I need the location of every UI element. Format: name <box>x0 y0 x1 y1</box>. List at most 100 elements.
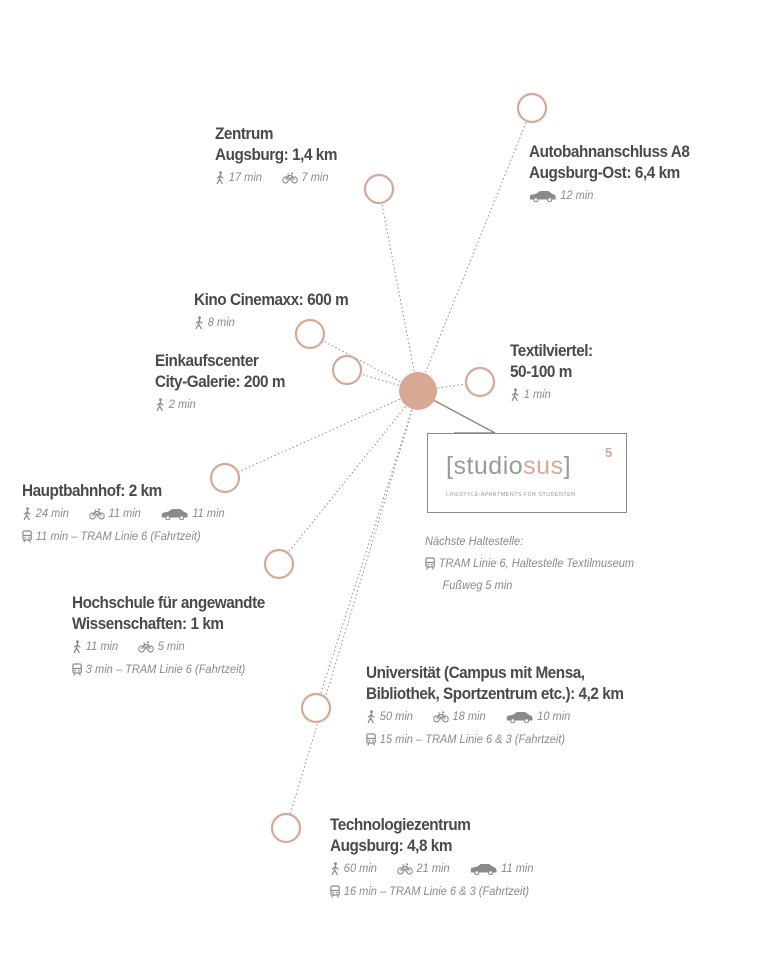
logo-superscript: 5 <box>605 445 613 460</box>
travel-time-value: 24 min <box>35 506 69 520</box>
travel-time: 11 min <box>72 639 118 654</box>
location-title-line: Einkaufscenter <box>155 351 259 370</box>
car-icon <box>470 863 498 875</box>
travel-times-row: 3 min – TRAM Linie 6 (Fahrtzeit) <box>72 662 269 677</box>
bike-icon <box>138 640 155 653</box>
travel-times-row: 50 min 18 min 10 min <box>366 709 629 724</box>
travel-time: 12 min <box>529 188 593 203</box>
node-uni <box>300 692 332 724</box>
travel-time-value: 11 min – TRAM Linie 6 (Fahrtzeit) <box>35 529 201 543</box>
travel-time: 11 min <box>161 506 225 521</box>
location-title-line: Technologiezentrum <box>330 815 471 834</box>
connector-autobahn <box>417 107 533 392</box>
travel-time-value: 11 min <box>108 506 141 520</box>
travel-time-value: 1 min <box>523 387 551 401</box>
location-title-line: Hochschule für angewandte <box>72 593 265 612</box>
bike-icon <box>282 171 298 184</box>
connector-techno <box>285 390 419 829</box>
travel-times-row: 8 min <box>194 315 352 330</box>
logo-wordmark: [studiosus] <box>446 452 572 480</box>
location-techno: Technologiezentrum Augsburg: 4,8 km 60 min… <box>330 814 551 899</box>
travel-time-value: 16 min – TRAM Linie 6 & 3 (Fahrtzeit) <box>343 884 530 898</box>
location-uni: Universität (Campus mit Mensa, Bibliothek… <box>366 662 652 747</box>
travel-time: 2 min <box>155 397 196 412</box>
travel-time-value: 10 min <box>537 709 571 723</box>
location-title-line: Zentrum <box>215 124 274 143</box>
travel-time: 11 min <box>89 506 141 521</box>
bike-icon <box>397 862 413 875</box>
stop-heading: Nächste Haltestelle: <box>425 534 524 548</box>
logo-tagline: LIFESTYLE-APARTMENTS FÜR STUDENTEN <box>446 492 576 498</box>
walk-icon <box>510 388 520 401</box>
walk-icon <box>194 316 204 329</box>
travel-times-row: 15 min – TRAM Linie 6 & 3 (Fahrtzeit) <box>366 732 629 747</box>
callout-pointer <box>423 394 496 434</box>
travel-time-value: 11 min <box>85 639 119 653</box>
location-title-line: Augsburg-Ost: 6,4 km <box>529 163 680 182</box>
tram-icon <box>72 663 82 676</box>
travel-time-value: 8 min <box>207 315 235 329</box>
travel-time-value: 21 min <box>416 861 450 875</box>
travel-times-row: 12 min <box>529 188 693 203</box>
walk-icon <box>22 507 32 520</box>
studiosus-logo: [studiosus] 5 LIFESTYLE-APARTMENTS FÜR S… <box>427 433 627 513</box>
travel-time: 11 min <box>470 861 534 876</box>
travel-time-value: 12 min <box>560 188 594 202</box>
car-icon <box>529 190 557 202</box>
node-zentrum <box>363 173 395 205</box>
travel-times-row: 16 min – TRAM Linie 6 & 3 (Fahrtzeit) <box>330 884 534 899</box>
travel-time: 21 min <box>397 861 450 876</box>
center-node-studiosus <box>399 372 437 410</box>
location-title-line: Textilviertel: <box>510 341 593 360</box>
travel-time: 17 min <box>215 170 262 185</box>
car-icon <box>161 508 189 520</box>
travel-time-value: 5 min <box>157 639 185 653</box>
node-bahnhof <box>209 462 241 494</box>
node-kino <box>294 318 326 350</box>
bike-icon <box>89 507 105 520</box>
location-title-line: Universität (Campus mit Mensa, <box>366 663 585 682</box>
location-title-line: Hauptbahnhof: 2 km <box>22 481 162 500</box>
connector-kino <box>309 333 419 392</box>
location-zentrum: Zentrum Augsburg: 1,4 km 17 min 7 min <box>215 123 351 185</box>
travel-times-row: 60 min 21 min 11 min <box>330 861 534 876</box>
travel-time-value: 11 min <box>501 861 534 875</box>
location-kino: Kino Cinemaxx: 600 m 8 min <box>194 289 365 330</box>
car-icon <box>506 711 534 723</box>
location-autobahn: Autobahnanschluss A8 Augsburg-Ost: 6,4 km… <box>529 141 707 203</box>
location-textil: Textilviertel: 50-100 m 1 min <box>510 340 602 402</box>
connector-bahnhof <box>224 390 419 479</box>
travel-time: 15 min – TRAM Linie 6 & 3 (Fahrtzeit) <box>366 732 565 747</box>
node-einkauf <box>331 354 363 386</box>
travel-time-value: 18 min <box>452 709 486 723</box>
travel-times-row: 24 min 11 min 11 min <box>22 506 225 521</box>
travel-time: 24 min <box>22 506 69 521</box>
travel-time: 60 min <box>330 861 377 876</box>
nearest-stop-info: Nächste Haltestelle: TRAM Linie 6, Halte… <box>425 530 634 596</box>
location-bahnhof: Hauptbahnhof: 2 km 24 min 11 min 11 min 11 m… <box>22 480 242 544</box>
location-title-line: Autobahnanschluss A8 <box>529 142 690 161</box>
travel-time-value: 11 min <box>192 506 225 520</box>
travel-time-value: 15 min – TRAM Linie 6 & 3 (Fahrtzeit) <box>379 732 566 746</box>
travel-time-value: 17 min <box>228 170 262 184</box>
walk-icon <box>215 171 225 184</box>
stop-line2: Fußweg 5 min <box>442 578 513 592</box>
node-hochschule <box>263 548 295 580</box>
travel-time: 50 min <box>366 709 413 724</box>
tram-icon <box>425 556 435 570</box>
travel-time: 8 min <box>194 315 235 330</box>
tram-icon <box>366 733 376 746</box>
travel-time-value: 50 min <box>379 709 413 723</box>
travel-time-value: 3 min – TRAM Linie 6 (Fahrtzeit) <box>85 662 246 676</box>
location-title-line: City-Galerie: 200 m <box>155 372 286 391</box>
location-title-line: Kino Cinemaxx: 600 m <box>194 290 349 309</box>
location-einkauf: Einkaufscenter City-Galerie: 200 m 2 min <box>155 350 300 412</box>
travel-time: 16 min – TRAM Linie 6 & 3 (Fahrtzeit) <box>330 884 529 899</box>
connector-zentrum <box>378 188 419 392</box>
stop-line1: TRAM Linie 6, Haltestelle Textilmuseum <box>438 556 635 570</box>
bike-icon <box>433 710 449 723</box>
travel-time: 7 min <box>282 170 329 185</box>
travel-time: 11 min – TRAM Linie 6 (Fahrtzeit) <box>22 529 201 544</box>
walk-icon <box>330 862 340 875</box>
location-title-line: Wissenschaften: 1 km <box>72 614 224 633</box>
